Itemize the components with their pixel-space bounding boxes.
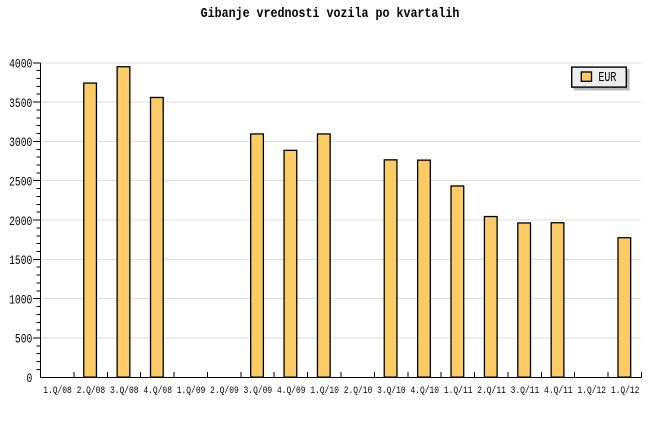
svg-text:1.Q/10: 1.Q/10 (310, 384, 339, 396)
svg-text:3.Q/08: 3.Q/08 (110, 384, 139, 396)
svg-text:4000: 4000 (9, 59, 32, 72)
svg-text:1500: 1500 (9, 255, 32, 268)
svg-text:4.Q/08: 4.Q/08 (143, 384, 172, 396)
svg-text:2500: 2500 (9, 176, 32, 189)
svg-text:1.Q/08: 1.Q/08 (43, 384, 72, 396)
svg-text:4.Q/10: 4.Q/10 (411, 384, 440, 396)
svg-text:2000: 2000 (9, 216, 32, 229)
svg-text:EUR: EUR (598, 70, 616, 86)
svg-text:1.Q/12: 1.Q/12 (577, 384, 606, 396)
svg-text:2.Q/11: 2.Q/11 (477, 384, 506, 396)
svg-text:1.Q/11: 1.Q/11 (444, 384, 473, 396)
svg-text:1.Q/12: 1.Q/12 (611, 384, 640, 396)
svg-text:2.Q/10: 2.Q/10 (344, 384, 373, 396)
svg-text:500: 500 (15, 334, 33, 347)
svg-text:3.Q/09: 3.Q/09 (244, 384, 273, 396)
svg-text:1.Q/09: 1.Q/09 (177, 384, 206, 396)
svg-text:3.Q/10: 3.Q/10 (377, 384, 406, 396)
svg-text:0: 0 (27, 373, 33, 386)
svg-text:3500: 3500 (9, 98, 32, 111)
svg-text:3.Q/11: 3.Q/11 (511, 384, 540, 396)
svg-text:1000: 1000 (9, 294, 32, 307)
svg-text:4.Q/09: 4.Q/09 (277, 384, 306, 396)
svg-text:2.Q/08: 2.Q/08 (77, 384, 106, 396)
svg-text:Gibanje vrednosti vozila po kv: Gibanje vrednosti vozila po kvartalih (201, 5, 460, 21)
svg-text:3000: 3000 (9, 137, 32, 150)
svg-text:2.Q/09: 2.Q/09 (210, 384, 239, 396)
svg-text:4.Q/11: 4.Q/11 (544, 384, 573, 396)
